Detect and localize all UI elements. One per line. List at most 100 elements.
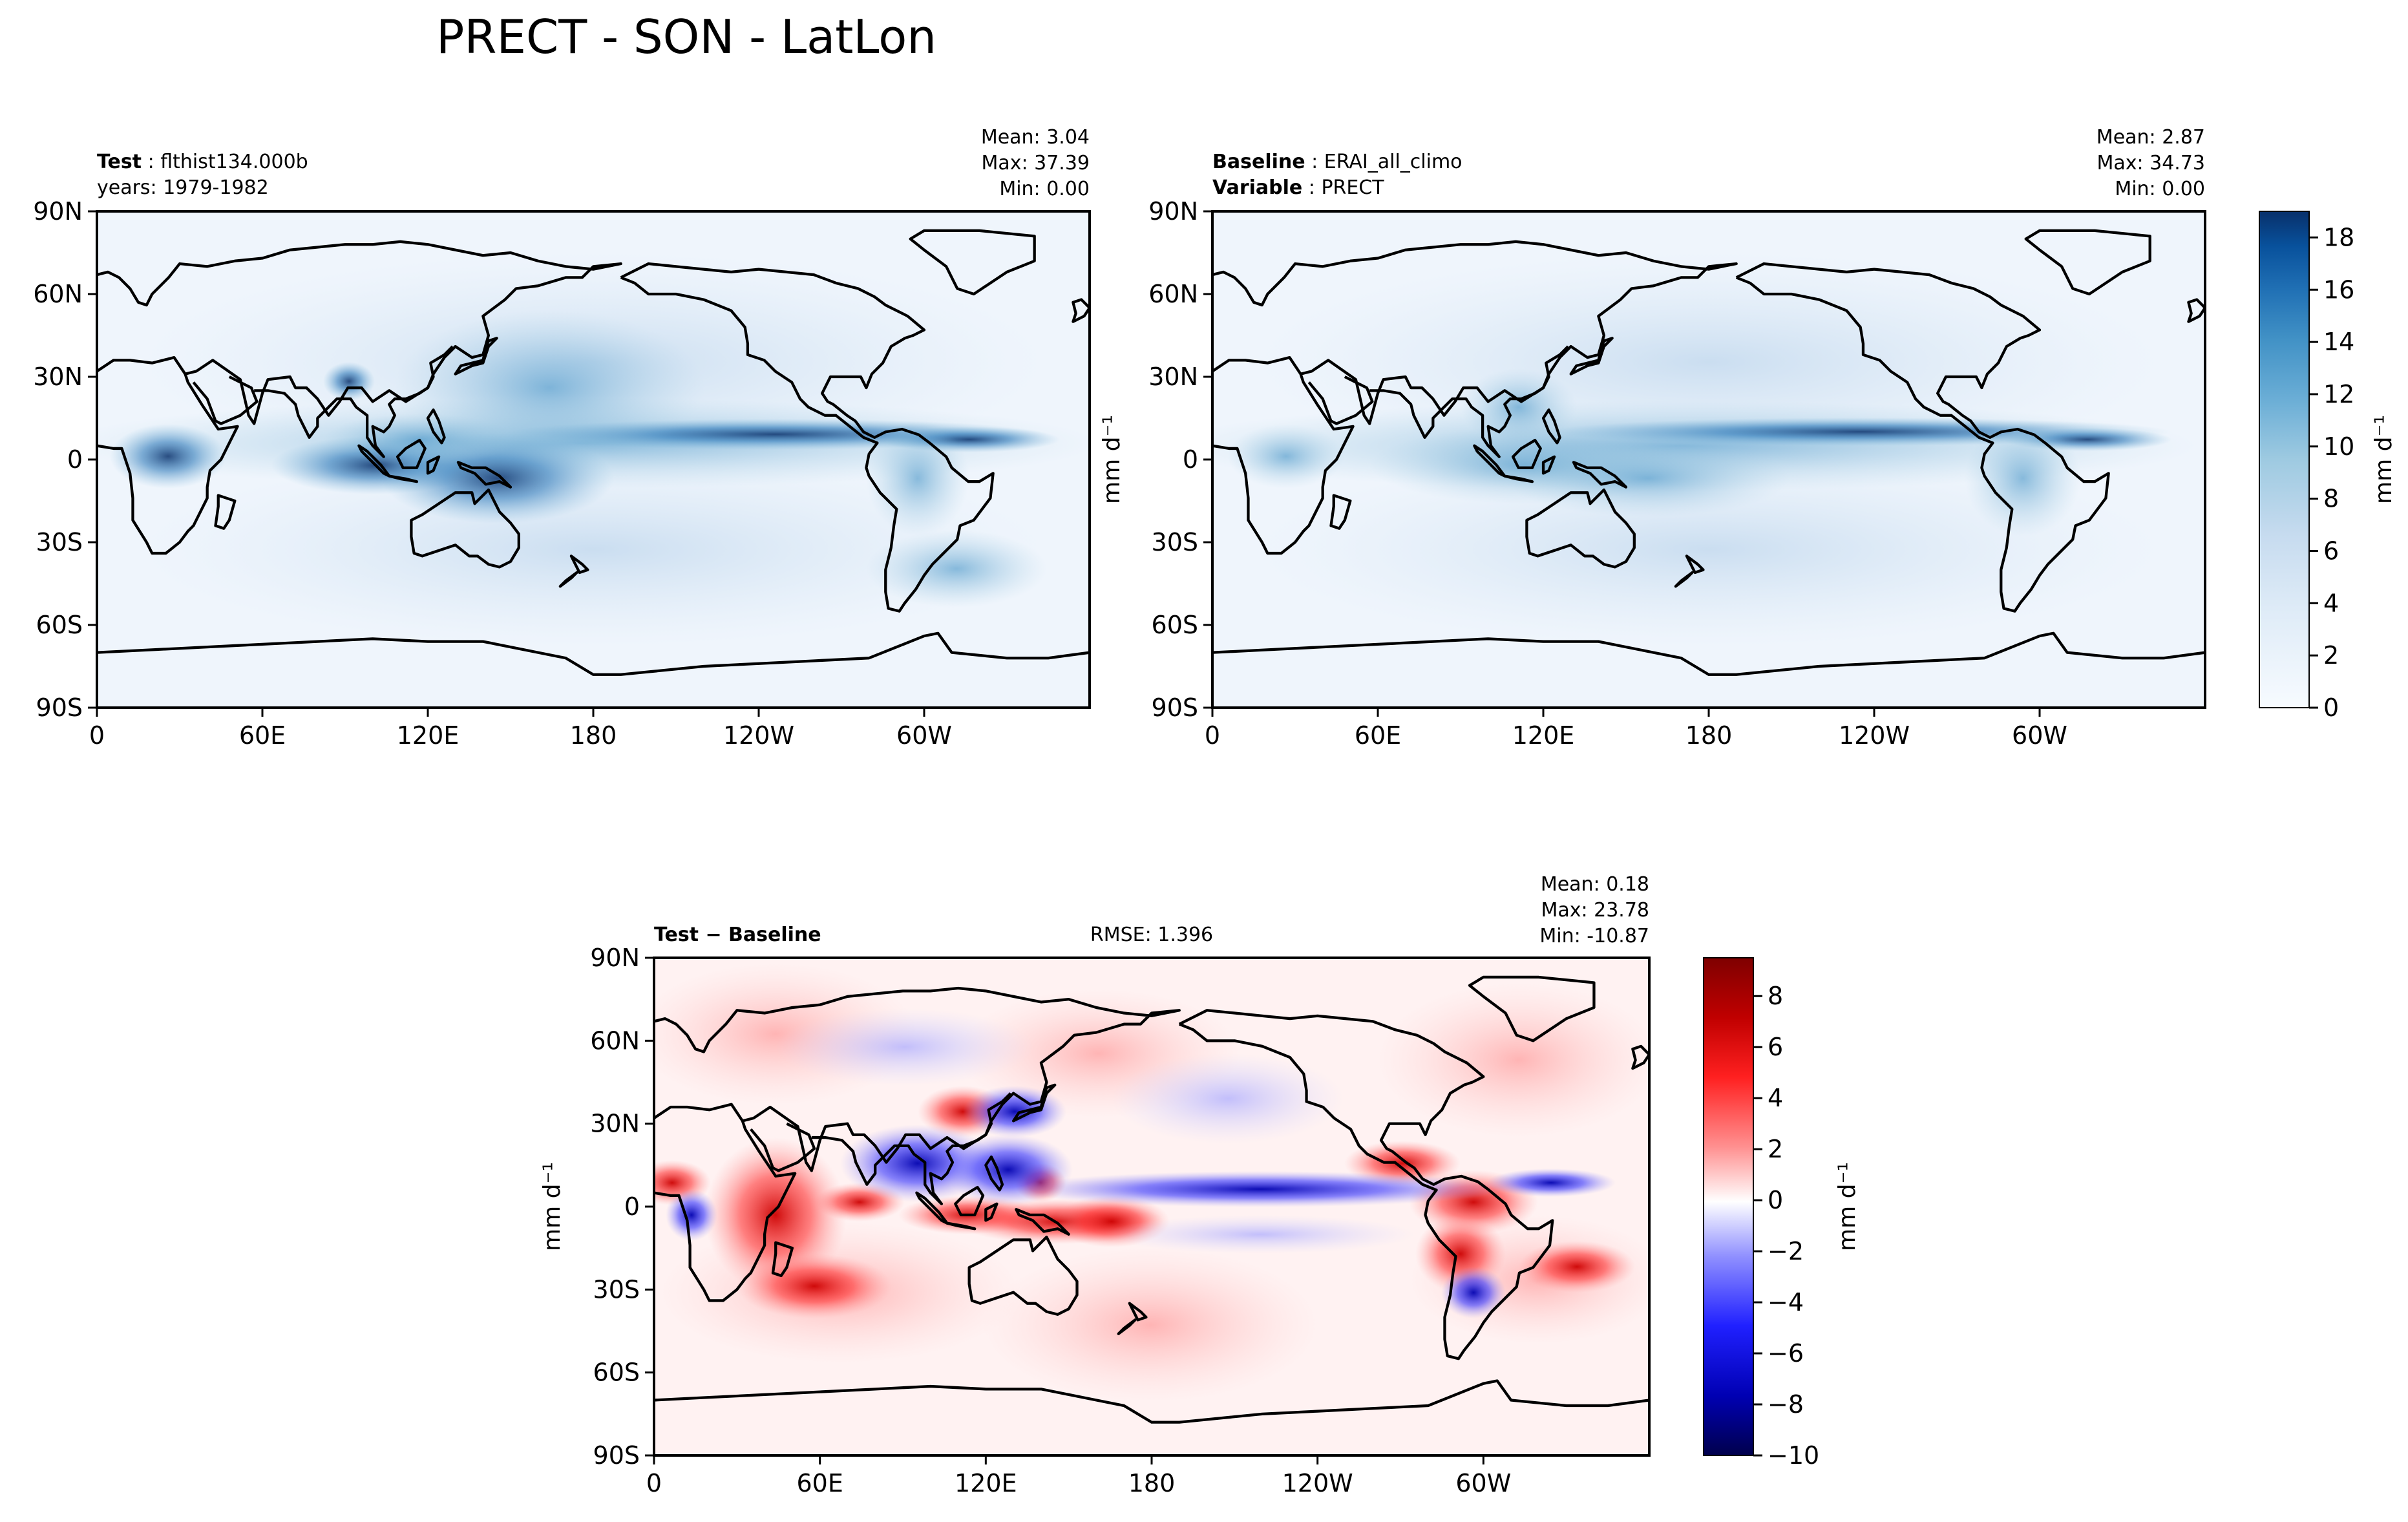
test-ytick-label: 90S <box>36 693 83 722</box>
colorbar-seismic: −10 −8 −6 −4 −2 0 2 4 6 8 mm d⁻¹ <box>1703 957 1861 1470</box>
figure-title: PRECT - SON - LatLon <box>436 10 936 64</box>
diff-axis-ticks: 0 60E 120E 180 120W 60W 90N 60N 30N 0 30S 60S 90S <box>590 944 1511 1497</box>
test-xtick-label: 180 <box>570 721 617 750</box>
test-ytick-label: 30S <box>36 528 83 556</box>
diff-label: Test − Baseline <box>654 924 821 946</box>
colorbar-seismic-tick-label: 0 <box>1768 1186 1783 1214</box>
baseline-ytick-label: 60S <box>1152 611 1198 639</box>
diff-xtick-label: 60E <box>796 1469 843 1497</box>
test-stat-mean: Mean: 3.04 <box>981 126 1090 149</box>
baseline-map-field <box>1212 211 2205 708</box>
panel-test: Test : flthist134.000b years: 1979-1982 … <box>33 126 1091 750</box>
baseline-ylabel: mm d⁻¹ <box>1099 415 1125 504</box>
colorbar-seismic-tick-label: 2 <box>1768 1135 1783 1163</box>
test-map-field <box>97 211 1090 708</box>
colorbar-blues-tick-label: 10 <box>2323 432 2354 461</box>
baseline-ytick-label: 30S <box>1152 528 1198 556</box>
colorbar-blues-tick-label: 6 <box>2323 536 2339 565</box>
colorbar-blues-ticks: 0 2 4 6 8 10 12 14 16 18 <box>2309 223 2354 722</box>
test-xtick-label: 0 <box>89 721 105 750</box>
colorbar-blues-tick-label: 14 <box>2323 328 2354 356</box>
colorbar-blues-tick-label: 2 <box>2323 641 2339 670</box>
baseline-xtick-label: 120W <box>1839 721 1910 750</box>
baseline-label-colon: : <box>1305 151 1324 173</box>
colorbar-blues: 0 2 4 6 8 10 12 14 16 18 mm d⁻¹ <box>2259 211 2397 722</box>
baseline-xtick-label: 60W <box>2012 721 2067 750</box>
colorbar-seismic-tick-label: 4 <box>1768 1084 1783 1112</box>
baseline-variable-colon: : <box>1302 176 1321 199</box>
baseline-stat-max: Max: 34.73 <box>2096 152 2205 174</box>
diff-stat-mean: Mean: 0.18 <box>1541 873 1649 896</box>
colorbar-blues-tick-label: 8 <box>2323 485 2339 513</box>
baseline-label-value: ERAI_all_climo <box>1324 151 1463 173</box>
diff-map-field <box>654 958 1649 1455</box>
baseline-ytick-label: 90S <box>1152 693 1198 722</box>
colorbar-seismic-tick-label: 8 <box>1768 982 1783 1010</box>
colorbar-seismic-bar <box>1703 957 1754 1456</box>
baseline-stat-min: Min: 0.00 <box>2115 178 2205 200</box>
test-ytick-label: 90N <box>33 197 83 226</box>
colorbar-seismic-tick-label: −8 <box>1768 1390 1804 1419</box>
test-ytick-label: 30N <box>33 363 83 391</box>
test-years-label: years: 1979-1982 <box>97 176 269 199</box>
baseline-stat-mean: Mean: 2.87 <box>2096 126 2205 149</box>
test-label-colon: : <box>142 151 160 173</box>
colorbar-blues-tick-label: 4 <box>2323 589 2339 617</box>
colorbar-blues-tick-label: 12 <box>2323 380 2354 408</box>
colorbar-seismic-tick-label: −2 <box>1768 1237 1804 1265</box>
baseline-xtick-label: 120E <box>1512 721 1575 750</box>
baseline-ytick-label: 90N <box>1148 197 1198 226</box>
test-ytick-label: 60S <box>36 611 83 639</box>
diff-ytick-label: 60S <box>593 1358 640 1387</box>
diff-stat-min: Min: -10.87 <box>1539 925 1649 947</box>
diff-ytick-label: 60N <box>590 1026 640 1055</box>
baseline-label-bold: Baseline <box>1212 151 1305 173</box>
baseline-variable-value: PRECT <box>1321 176 1384 199</box>
baseline-label: Baseline : ERAI_all_climo <box>1212 151 1463 173</box>
baseline-xtick-label: 0 <box>1205 721 1220 750</box>
diff-ytick-label: 90S <box>593 1441 640 1470</box>
colorbar-seismic-tick-label: −6 <box>1768 1339 1804 1368</box>
colorbar-blues-tick-label: 16 <box>2323 275 2354 304</box>
diff-rmse: RMSE: 1.396 <box>1090 924 1213 946</box>
diff-ytick-label: 90N <box>590 944 640 972</box>
panel-difference: Test − Baseline RMSE: 1.396 Mean: 0.18 M… <box>539 873 1651 1497</box>
colorbar-blues-tick-label: 18 <box>2323 223 2354 251</box>
colorbar-seismic-tick-label: −10 <box>1768 1441 1819 1470</box>
baseline-variable-bold: Variable <box>1212 176 1302 199</box>
baseline-xtick-label: 180 <box>1685 721 1733 750</box>
test-label: Test : flthist134.000b <box>97 151 308 173</box>
diff-xtick-label: 120W <box>1282 1469 1353 1497</box>
colorbar-blues-label: mm d⁻¹ <box>2371 415 2397 504</box>
test-stat-min: Min: 0.00 <box>999 178 1090 200</box>
test-ytick-label: 0 <box>67 445 83 474</box>
test-xtick-label: 60W <box>896 721 952 750</box>
diff-xtick-label: 0 <box>646 1469 662 1497</box>
test-xtick-label: 60E <box>239 721 286 750</box>
colorbar-seismic-label: mm d⁻¹ <box>1834 1162 1861 1251</box>
colorbar-seismic-ticks: −10 −8 −6 −4 −2 0 2 4 6 8 <box>1753 982 1819 1470</box>
test-label-value: flthist134.000b <box>160 151 308 173</box>
test-xtick-label: 120E <box>397 721 459 750</box>
test-stat-max: Max: 37.39 <box>981 152 1090 174</box>
test-label-bold: Test <box>97 151 142 173</box>
baseline-ytick-label: 0 <box>1183 445 1198 474</box>
baseline-axis-ticks: 0 60E 120E 180 120W 60W 90N 60N 30N 0 30S 60S 90S <box>1148 197 2067 750</box>
colorbar-blues-tick-label: 0 <box>2323 693 2339 722</box>
colorbar-blues-bar <box>2259 211 2310 708</box>
baseline-xtick-label: 60E <box>1355 721 1401 750</box>
diff-ytick-label: 0 <box>624 1192 640 1221</box>
diff-xtick-label: 60W <box>1455 1469 1511 1497</box>
test-axis-ticks: 0 60E 120E 180 120W 60W 90N 60N 30N 0 30S 60S 90S <box>33 197 952 750</box>
diff-xtick-label: 180 <box>1128 1469 1176 1497</box>
colorbar-seismic-tick-label: 6 <box>1768 1033 1783 1061</box>
diff-stat-max: Max: 23.78 <box>1541 899 1649 922</box>
baseline-variable-label: Variable : PRECT <box>1212 176 1384 199</box>
panel-baseline: Baseline : ERAI_all_climo Variable : PRE… <box>1099 126 2206 750</box>
diff-ytick-label: 30N <box>590 1110 640 1138</box>
baseline-ytick-label: 60N <box>1148 280 1198 308</box>
diff-ytick-label: 30S <box>593 1275 640 1304</box>
test-ytick-label: 60N <box>33 280 83 308</box>
baseline-ytick-label: 30N <box>1148 363 1198 391</box>
